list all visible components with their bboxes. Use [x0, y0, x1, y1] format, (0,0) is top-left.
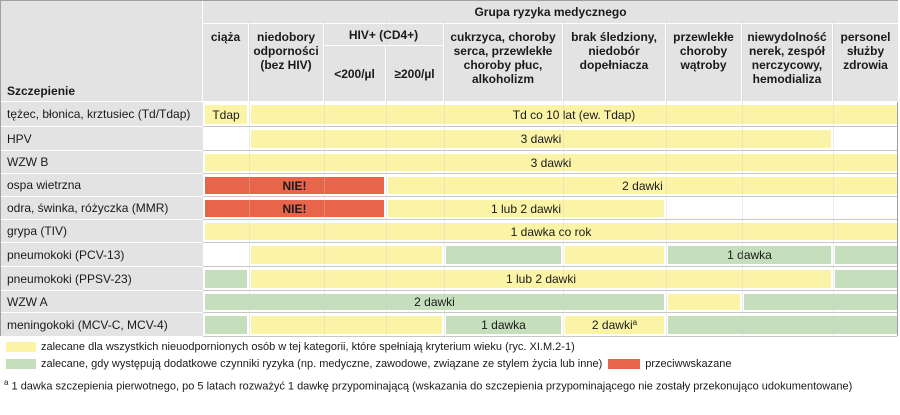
col-header-liver: przewlekłe choroby wątroby: [666, 24, 742, 102]
footnote-mark: a: [4, 378, 9, 387]
col-header-pregnancy-text: ciąża: [210, 30, 241, 44]
col-header-pregnancy: ciąża: [203, 24, 249, 102]
cell-green: [744, 294, 897, 310]
hiv-sub-header-0-text: <200/µl: [334, 66, 375, 81]
row-heading-text: Szczepienie: [7, 84, 76, 98]
cell-green: 1 dawka: [668, 246, 831, 264]
column-separator: [833, 19, 834, 337]
cell-text: Tdap: [212, 107, 240, 122]
cell-text: 3 dawki: [530, 155, 572, 170]
col-header-chronic: cukrzyca, choroby serca, przewlekłe chor…: [444, 24, 563, 102]
cell-text: 1 dawka co rok: [510, 224, 592, 239]
col-header-immuno-text: niedobory odporności (bez HIV): [253, 30, 319, 72]
col-header-asplenia-text: brak śledziony, niedobór dopełniacza: [571, 30, 657, 72]
cell-text: 1 lub 2 dawki: [490, 201, 562, 216]
cell-green: [205, 316, 247, 334]
column-separator: [386, 19, 387, 337]
row-label: pneumokoki (PPSV-23): [1, 267, 203, 291]
col-header-liver-text: przewlekłe choroby wątroby: [673, 30, 734, 72]
cell-text: 1 dawka: [727, 248, 772, 262]
column-separator: [666, 19, 667, 337]
cell-yellow: 2 dawki: [388, 177, 897, 194]
cell-text: 1 lub 2 dawki: [505, 272, 577, 286]
group-title: Grupa ryzyka medycznego: [203, 1, 899, 24]
row-label: tężec, błonica, krztusiec (Td/Tdap): [1, 102, 203, 127]
legend-green: zalecane, gdy występują dodatkowe czynni…: [6, 357, 731, 371]
cell-yellow: 1 dawka co rok: [205, 223, 897, 240]
row-label: grypa (TIV): [1, 220, 203, 243]
red-swatch: [608, 359, 641, 369]
cell-text: 1 dawka: [481, 318, 526, 332]
legend-red-text: przeciwwskazane: [645, 358, 732, 370]
col-header-health: personel służby zdrowia: [833, 24, 899, 102]
hiv-sub-header-0: <200/µl: [324, 46, 386, 102]
cell-text: NIE!: [282, 178, 307, 193]
hiv-sub-header-1: ≥200/µl: [386, 46, 444, 102]
cell-green: [835, 246, 897, 264]
column-separator: [249, 19, 250, 337]
legend-green-text: zalecane, gdy występują dodatkowe czynni…: [41, 358, 603, 370]
col-header-health-text: personel służby zdrowia: [840, 30, 891, 72]
cell-green: [205, 270, 247, 288]
footnote-ref: a: [632, 318, 638, 327]
cell-yellow: 1 lub 2 dawki: [251, 270, 831, 288]
cell-text: 3 dawki: [520, 132, 562, 146]
cell-yellow: [668, 294, 740, 310]
col-header-chronic-text: cukrzyca, choroby serca, przewlekłe chor…: [450, 30, 556, 86]
yellow-swatch: [6, 342, 36, 352]
row-label: WZW A: [1, 291, 203, 313]
cell-text: 2 dawki: [622, 178, 663, 193]
column-separator: [563, 19, 564, 337]
cell-yellow: 3 dawki: [205, 154, 897, 171]
column-separator: [324, 19, 325, 337]
green-swatch: [6, 359, 36, 369]
footnote: a 1 dawka szczepienia pierwotnego, po 5 …: [4, 376, 894, 394]
cell-text: Td co 10 lat (ew. Tdap): [512, 107, 636, 122]
row-heading: Szczepienie: [1, 1, 203, 102]
cell-yellow: Td co 10 lat (ew. Tdap): [251, 105, 897, 124]
row-label: HPV: [1, 127, 203, 151]
cell-yellow: 1 lub 2 dawki: [388, 200, 664, 217]
group-title-text: Grupa ryzyka medycznego: [474, 5, 627, 19]
cell-green: [668, 316, 897, 334]
cell-green: 1 dawka: [446, 316, 561, 334]
row-label: meningokoki (MCV-C, MCV-4): [1, 313, 203, 337]
legend: zalecane dla wszystkich nieuodpornionych…: [0, 336, 898, 415]
col-header-asplenia: brak śledziony, niedobór dopełniacza: [563, 24, 666, 102]
vaccination-table: Szczepienie Grupa ryzyka medycznego ciąż…: [0, 0, 899, 337]
row-label: odra, świnka, różyczka (MMR): [1, 197, 203, 220]
cell-red: NIE!: [205, 200, 384, 217]
cell-yellow: 3 dawki: [251, 130, 831, 148]
cell-yellow: [565, 246, 664, 264]
footnote-text: 1 dawka szczepienia pierwotnego, po 5 la…: [11, 380, 853, 393]
row-label: pneumokoki (PCV-13): [1, 243, 203, 267]
cell-green: 2 dawki: [205, 294, 664, 310]
column-separator: [742, 19, 743, 337]
row-label: ospa wietrzna: [1, 174, 203, 197]
legend-yellow-text: zalecane dla wszystkich nieuodpornionych…: [41, 341, 575, 353]
cell-green: [835, 270, 897, 288]
cell-yellow: 2 dawki a: [565, 316, 664, 334]
cell-yellow: Tdap: [205, 105, 247, 124]
cell-red: NIE!: [205, 177, 384, 194]
cell-text: 2 dawki: [591, 318, 633, 332]
hiv-sub-header-1-text: ≥200/µl: [394, 66, 435, 81]
col-header-immuno: niedobory odporności (bez HIV): [249, 24, 324, 102]
col-header-renal: niewydolność nerek, zespół nerczycowy, h…: [742, 24, 833, 102]
cell-green: [446, 246, 561, 264]
cell-yellow: [251, 246, 442, 264]
col-header-renal-text: niewydolność nerek, zespół nerczycowy, h…: [747, 30, 827, 86]
legend-yellow: zalecane dla wszystkich nieuodpornionych…: [6, 340, 575, 354]
column-separator: [444, 19, 445, 337]
cell-text: NIE!: [282, 201, 307, 216]
cell-yellow: [251, 316, 442, 334]
row-label: WZW B: [1, 151, 203, 174]
cell-text: 2 dawki: [414, 295, 455, 309]
col-header-hiv: HIV+ (CD4+): [324, 24, 444, 46]
col-header-hiv-text: HIV+ (CD4+): [348, 28, 419, 42]
